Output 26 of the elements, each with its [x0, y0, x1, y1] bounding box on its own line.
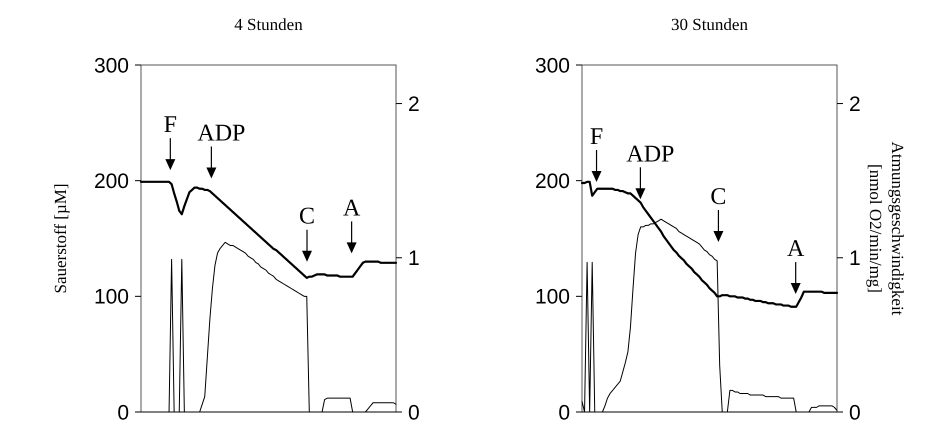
annotation: ADP [626, 141, 674, 168]
y2-tick-label: 0 [849, 401, 861, 424]
y-tick-label: 300 [534, 54, 570, 78]
annotation: F [590, 124, 604, 150]
y-tick-label: 0 [558, 401, 570, 424]
y-tick-label: 100 [534, 286, 570, 309]
chart-title: 4 Stunden [234, 15, 304, 34]
y2-tick-label: 2 [849, 92, 861, 116]
y2-axis-title: Atmungsgeschwindigkeit [nmol O2/min/mg] [866, 142, 907, 316]
y-tick-label: 300 [94, 54, 129, 78]
y-axis-title: Sauerstoff [µM] [51, 183, 70, 294]
y-tick-label: 200 [94, 170, 129, 194]
y2-tick-label: 0 [408, 401, 420, 424]
annotation: C [298, 204, 316, 230]
y-tick-label: 200 [534, 170, 570, 194]
y2-tick-label: 1 [408, 247, 420, 270]
y-tick-label: 100 [94, 286, 129, 309]
y2-tick-label: 2 [408, 92, 420, 116]
annotation: C [710, 184, 726, 210]
chart-title: 30 Stunden [671, 15, 748, 34]
annotation: ADP [197, 120, 246, 146]
y2-tick-label: 1 [849, 247, 861, 270]
annotation: A [787, 236, 806, 262]
annotation: F [164, 112, 178, 138]
annotation: A [342, 195, 361, 222]
y-tick-label: 0 [117, 401, 129, 424]
